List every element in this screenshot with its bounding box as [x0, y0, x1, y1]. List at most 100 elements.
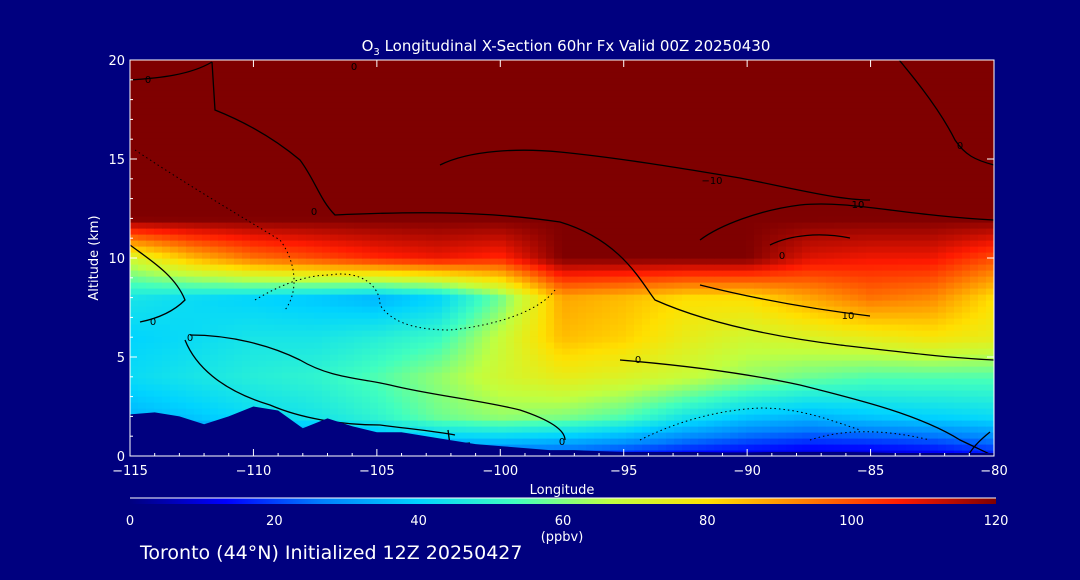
heatmap-cell	[826, 240, 835, 247]
heatmap-cell	[458, 192, 467, 199]
heatmap-cell	[610, 312, 619, 319]
heatmap-cell	[154, 318, 163, 325]
heatmap-cell	[914, 390, 923, 397]
heatmap-cell	[130, 186, 139, 193]
heatmap-cell	[970, 426, 979, 433]
heatmap-cell	[634, 192, 643, 199]
heatmap-cell	[210, 294, 219, 301]
heatmap-cell	[962, 354, 971, 361]
heatmap-cell	[778, 336, 787, 343]
heatmap-cell	[818, 264, 827, 271]
heatmap-cell	[466, 234, 475, 241]
heatmap-cell	[362, 252, 371, 259]
heatmap-cell	[850, 432, 859, 439]
heatmap-cell	[498, 288, 507, 295]
heatmap-cell	[210, 330, 219, 337]
heatmap-cell	[242, 198, 251, 205]
heatmap-cell	[642, 264, 651, 271]
heatmap-cell	[322, 240, 331, 247]
heatmap-cell	[554, 354, 563, 361]
heatmap-cell	[378, 276, 387, 283]
heatmap-cell	[394, 186, 403, 193]
heatmap-cell	[986, 306, 994, 313]
heatmap-cell	[570, 354, 579, 361]
heatmap-cell	[882, 228, 891, 235]
heatmap-cell	[714, 258, 723, 265]
heatmap-cell	[186, 204, 195, 211]
heatmap-cell	[634, 390, 643, 397]
heatmap-cell	[570, 252, 579, 259]
heatmap-cell	[314, 384, 323, 391]
heatmap-cell	[402, 312, 411, 319]
heatmap-cell	[794, 198, 803, 205]
heatmap-cell	[202, 174, 211, 181]
heatmap-cell	[466, 198, 475, 205]
heatmap-cell	[762, 216, 771, 223]
heatmap-cell	[834, 444, 843, 451]
heatmap-cell	[450, 372, 459, 379]
heatmap-cell	[314, 354, 323, 361]
heatmap-cell	[754, 354, 763, 361]
heatmap-cell	[338, 378, 347, 385]
heatmap-cell	[986, 276, 994, 283]
heatmap-cell	[746, 366, 755, 373]
heatmap-cell	[146, 336, 155, 343]
heatmap-cell	[282, 192, 291, 199]
heatmap-cell	[858, 192, 867, 199]
heatmap-cell	[970, 390, 979, 397]
heatmap-cell	[274, 342, 283, 349]
heatmap-cell	[738, 372, 747, 379]
heatmap-cell	[146, 318, 155, 325]
heatmap-cell	[362, 180, 371, 187]
heatmap-cell	[514, 432, 523, 439]
heatmap-cell	[602, 390, 611, 397]
heatmap-cell	[754, 324, 763, 331]
heatmap-cell	[834, 390, 843, 397]
heatmap-cell	[722, 336, 731, 343]
heatmap-cell	[290, 198, 299, 205]
heatmap-cell	[474, 438, 483, 445]
heatmap-cell	[666, 264, 675, 271]
heatmap-cell	[426, 288, 435, 295]
heatmap-cell	[274, 264, 283, 271]
heatmap-cell	[242, 294, 251, 301]
heatmap-cell	[610, 438, 619, 445]
heatmap-cell	[474, 348, 483, 355]
heatmap-cell	[346, 186, 355, 193]
heatmap-cell	[218, 384, 227, 391]
heatmap-cell	[850, 216, 859, 223]
heatmap-cell	[714, 354, 723, 361]
heatmap-cell	[946, 324, 955, 331]
heatmap-cell	[490, 348, 499, 355]
heatmap-cell	[330, 312, 339, 319]
heatmap-cell	[322, 216, 331, 223]
heatmap-cell	[490, 216, 499, 223]
heatmap-cell	[570, 432, 579, 439]
heatmap-cell	[154, 408, 163, 415]
heatmap-cell	[802, 378, 811, 385]
heatmap-cell	[762, 336, 771, 343]
heatmap-cell	[810, 312, 819, 319]
heatmap-cell	[586, 390, 595, 397]
heatmap-cell	[546, 414, 555, 421]
heatmap-cell	[858, 438, 867, 445]
heatmap-cell	[930, 318, 939, 325]
heatmap-cell	[834, 222, 843, 229]
heatmap-cell	[394, 198, 403, 205]
heatmap-cell	[194, 312, 203, 319]
heatmap-cell	[978, 192, 987, 199]
heatmap-cell	[210, 216, 219, 223]
heatmap-cell	[330, 318, 339, 325]
heatmap-cell	[402, 204, 411, 211]
heatmap-cell	[146, 216, 155, 223]
heatmap-cell	[674, 336, 683, 343]
heatmap-cell	[434, 258, 443, 265]
heatmap-cell	[434, 198, 443, 205]
heatmap-cell	[738, 222, 747, 229]
heatmap-cell	[674, 240, 683, 247]
heatmap-cell	[170, 174, 179, 181]
heatmap-cell	[442, 294, 451, 301]
heatmap-cell	[546, 288, 555, 295]
heatmap-cell	[938, 390, 947, 397]
heatmap-cell	[666, 420, 675, 427]
